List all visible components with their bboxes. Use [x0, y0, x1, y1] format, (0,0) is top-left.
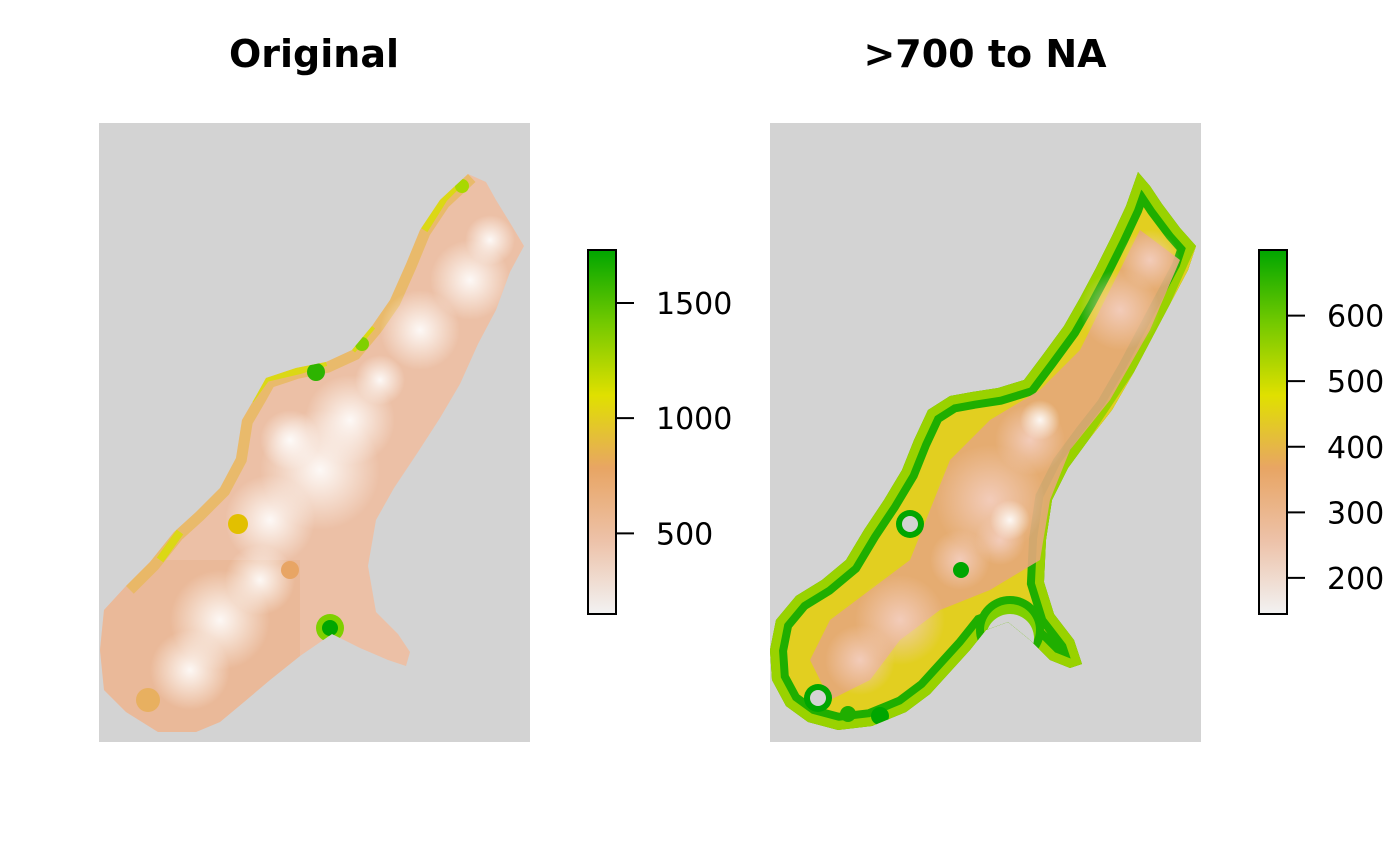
colorbar-ticks: 200 300 400 500 600: [1287, 300, 1384, 597]
raster-hotspot: [136, 688, 160, 712]
colorbar: [587, 249, 617, 615]
raster-highlights: [150, 215, 515, 710]
panel-masked: >700 to NA: [770, 32, 1384, 742]
colorbar-tick-label: 500: [1327, 365, 1384, 400]
colorbar-tick-label: 400: [1327, 431, 1384, 466]
raster-na-hole: [810, 690, 826, 706]
panel-original: Original: [99, 32, 732, 742]
colorbar-tick-label: 1500: [656, 287, 732, 322]
raster-highlights: [825, 230, 1180, 695]
colorbar-tick-label: 1000: [656, 402, 732, 437]
raster-hotspot: [307, 363, 325, 381]
colorbar-tick-label: 500: [656, 517, 713, 552]
raster-na-hole-ring: [953, 562, 969, 578]
raster-na-hole-ring: [840, 706, 856, 722]
colorbar-tick-label: 300: [1327, 496, 1384, 531]
colorbar: [1258, 249, 1288, 615]
panel-title: Original: [229, 32, 399, 76]
colorbar-ticks: 500 1000 1500: [616, 287, 732, 552]
raster-na-hole-ring: [871, 707, 889, 725]
raster-hotspot-core: [322, 620, 338, 636]
raster-hotspot: [281, 561, 299, 579]
colorbar-tick-label: 600: [1327, 300, 1384, 335]
raster-na-hole: [902, 516, 918, 532]
raster-hotspot: [228, 514, 248, 534]
panel-title: >700 to NA: [863, 32, 1107, 76]
colorbar-tick-label: 200: [1327, 562, 1384, 597]
